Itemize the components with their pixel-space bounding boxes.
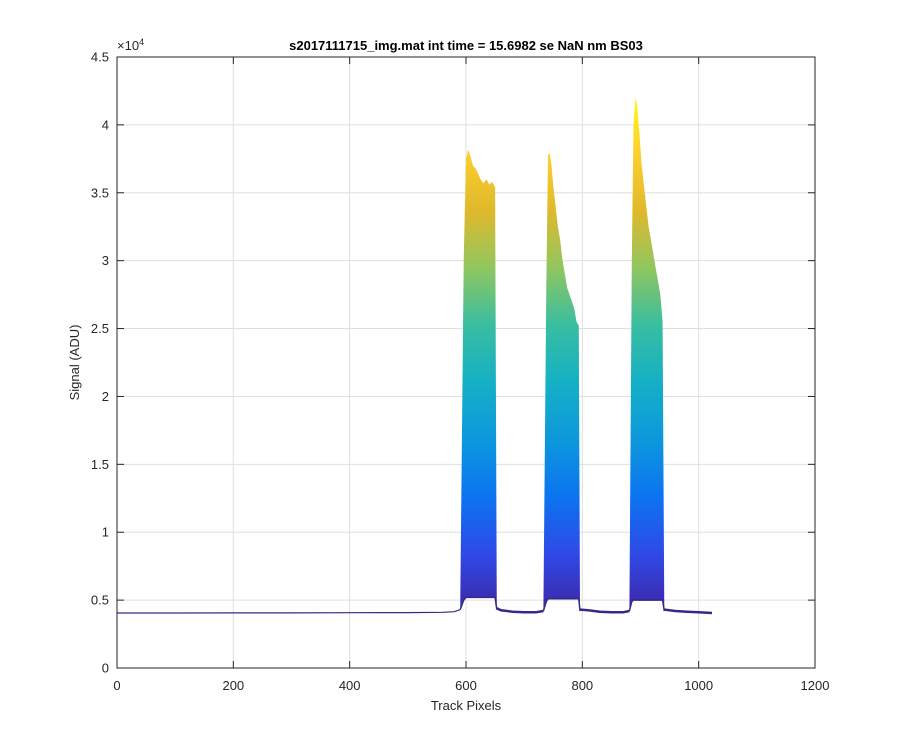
y-tick-label: 2.5 xyxy=(91,321,109,336)
y-axis-exponent: ×104 xyxy=(117,37,144,53)
y-tick-labels: 0 0.5 1 1.5 2 2.5 3 3.5 4 4.5 xyxy=(91,50,109,676)
peak-floor-2 xyxy=(542,598,581,612)
x-tick-labels: 0 200 400 600 800 1000 1200 xyxy=(113,678,829,693)
x-tick-label: 800 xyxy=(571,678,593,693)
y-tick-label: 4.5 xyxy=(91,50,109,65)
peak-floor-1 xyxy=(459,596,498,610)
baseline-line xyxy=(117,609,461,614)
x-tick-label: 400 xyxy=(339,678,361,693)
baseline-shoulder-2 xyxy=(579,608,630,614)
y-tick-label: 4 xyxy=(102,117,109,132)
signal-peak-3 xyxy=(629,97,665,611)
data-series xyxy=(117,97,713,615)
x-tick-label: 600 xyxy=(455,678,477,693)
y-tick-label: 1.5 xyxy=(91,457,109,472)
y-tick-label: 2 xyxy=(102,389,109,404)
baseline-shoulder-1 xyxy=(496,607,544,614)
baseline-shoulder-3 xyxy=(664,608,713,615)
axis-ticks xyxy=(116,56,816,669)
x-tick-label: 200 xyxy=(222,678,244,693)
x-tick-label: 0 xyxy=(113,678,120,693)
x-tick-label: 1200 xyxy=(801,678,830,693)
y-tick-label: 3 xyxy=(102,253,109,268)
y-tick-label: 0 xyxy=(102,661,109,676)
signal-peak-1 xyxy=(460,149,497,610)
x-axis-label: Track Pixels xyxy=(431,698,502,713)
signal-peak-2 xyxy=(543,153,580,611)
y-tick-label: 1 xyxy=(102,525,109,540)
peak-floor-3 xyxy=(628,599,666,612)
y-tick-label: 0.5 xyxy=(91,593,109,608)
x-tick-label: 1000 xyxy=(684,678,713,693)
chart-title: s2017111715_img.mat int time = 15.6982 s… xyxy=(289,38,643,53)
y-axis-label: Signal (ADU) xyxy=(67,325,82,401)
y-tick-label: 3.5 xyxy=(91,185,109,200)
